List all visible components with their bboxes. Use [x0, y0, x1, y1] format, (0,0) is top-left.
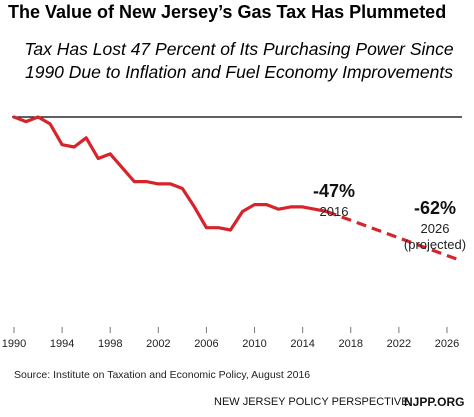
- subtitle-line-1: Tax Has Lost 47 Percent of Its Purchasin…: [24, 39, 454, 59]
- x-tick-label: 1990: [2, 338, 26, 350]
- x-tick-label: 1998: [98, 338, 122, 350]
- x-axis-ticks: 1990 1994 1998 2002 2006 2010 2014 2018 2022 2026: [2, 327, 459, 350]
- annotation-2016-value: -47%: [313, 181, 355, 201]
- series-line-projected: [326, 209, 460, 262]
- annotation-2026-value: -62%: [414, 198, 456, 218]
- x-tick-label: 2018: [339, 338, 363, 350]
- x-tick-label: 2002: [146, 338, 170, 350]
- x-tick-label: 2026: [435, 338, 459, 350]
- annotation-2016-label: 2016: [320, 204, 349, 219]
- subtitle-line-2: 1990 Due to Inflation and Fuel Economy I…: [24, 62, 453, 82]
- series-line-historical: [12, 115, 329, 232]
- annotation-2026-label: 2026: [421, 221, 450, 236]
- x-tick-label: 2006: [194, 338, 218, 350]
- chart-subtitle: Tax Has Lost 47 Percent of Its Purchasin…: [14, 38, 464, 84]
- source-note: Source: Institute on Taxation and Econom…: [14, 369, 311, 381]
- x-tick-label: 2022: [387, 338, 411, 350]
- footer-organization: NEW JERSEY POLICY PERSPECTIVE: [214, 396, 409, 408]
- x-tick-label: 2014: [290, 338, 314, 350]
- x-tick-label: 1994: [50, 338, 74, 350]
- x-tick-label: 2010: [242, 338, 266, 350]
- chart-title: The Value of New Jersey’s Gas Tax Has Pl…: [8, 2, 447, 22]
- annotation-2026-note: (projected): [404, 237, 466, 252]
- footer-website: NJPP.ORG: [404, 395, 465, 409]
